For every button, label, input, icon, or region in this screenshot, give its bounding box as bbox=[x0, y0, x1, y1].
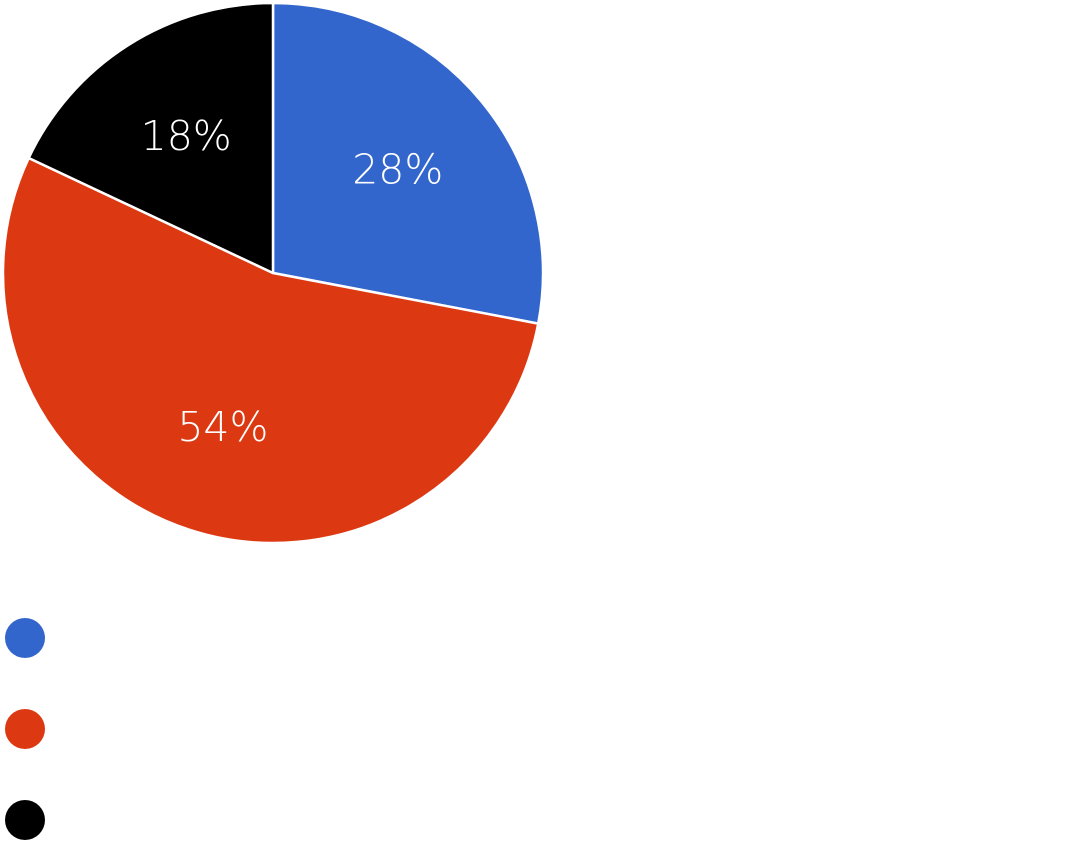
pie-slice-3[interactable] bbox=[27, 1, 275, 275]
pie-slice-2[interactable] bbox=[1, 156, 540, 545]
legend-marker-3[interactable] bbox=[5, 800, 45, 840]
pie-slice-label-3: 18% bbox=[141, 112, 232, 160]
pie-slice-label-2: 54% bbox=[177, 403, 268, 451]
pie-slice-label-1: 28% bbox=[352, 146, 443, 194]
pie-slices bbox=[1, 1, 545, 545]
legend-marker-2[interactable] bbox=[5, 709, 45, 749]
legend bbox=[5, 618, 45, 840]
pie-slice-1[interactable] bbox=[271, 1, 545, 325]
pie-slice-labels: 28% 54% 18% bbox=[141, 112, 444, 451]
legend-marker-1[interactable] bbox=[5, 618, 45, 658]
